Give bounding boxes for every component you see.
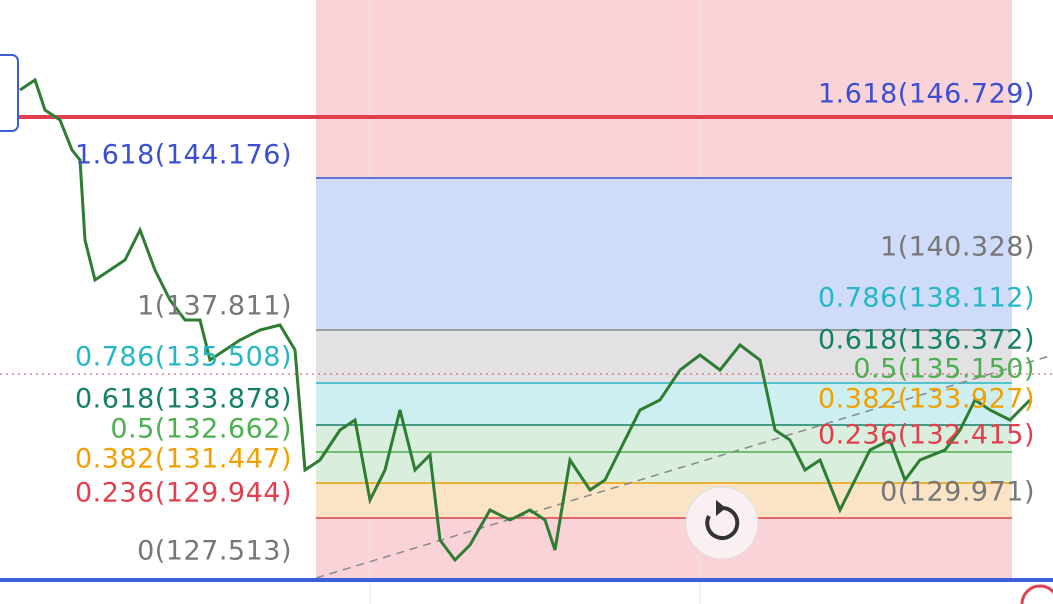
fib-label: 0.618(136.372) <box>818 325 1035 356</box>
fib-label: 0.786(138.112) <box>818 283 1035 314</box>
fib-label: 0.236(129.944) <box>75 478 292 509</box>
fib-label: 0.618(133.878) <box>75 384 292 415</box>
fib-label: 0.786(135.508) <box>75 342 292 373</box>
fib-label: 1.618(144.176) <box>75 140 292 171</box>
fib-label: 1.618(146.729) <box>818 79 1035 110</box>
axis-box <box>0 54 19 132</box>
fib-label: 0(129.971) <box>880 477 1035 508</box>
fib-label: 0.382(133.927) <box>818 384 1035 415</box>
fib-band <box>316 483 1012 518</box>
corner-button[interactable] <box>1020 584 1053 604</box>
reset-icon[interactable] <box>716 500 726 516</box>
fib-label: 1(137.811) <box>137 291 292 322</box>
price-series <box>19 77 1032 563</box>
fib-label: 0.382(131.447) <box>75 444 292 475</box>
fib-label: 0.236(132.415) <box>818 420 1035 451</box>
fib-label: 0.5(135.150) <box>853 354 1035 385</box>
fib-band <box>316 178 1012 330</box>
fib-label: 1(140.328) <box>880 232 1035 263</box>
fib-label: 0.5(132.662) <box>110 414 292 445</box>
fib-band <box>316 383 1012 425</box>
fib-label: 0(127.513) <box>137 536 292 567</box>
reset-icon[interactable] <box>705 505 740 540</box>
reset-button[interactable] <box>685 486 759 560</box>
